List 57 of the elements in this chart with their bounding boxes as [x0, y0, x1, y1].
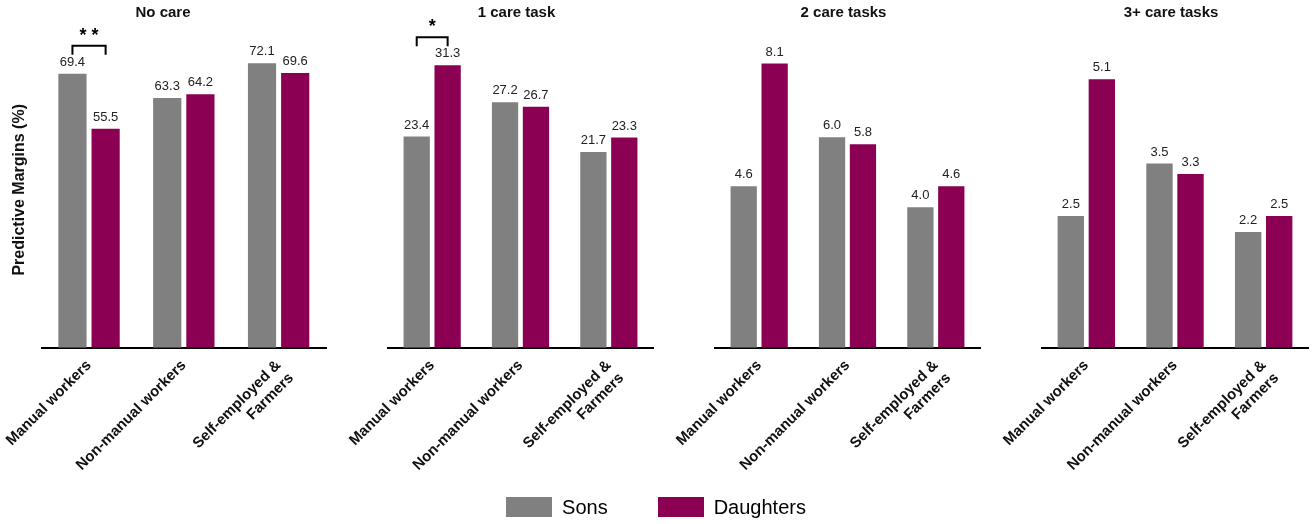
data-label: 5.1: [1092, 59, 1111, 75]
bar: [1088, 79, 1116, 348]
data-label: 72.1: [249, 43, 275, 59]
data-label: 3.3: [1181, 154, 1200, 170]
chart-title: 2 care tasks: [800, 3, 887, 21]
data-label: 26.7: [523, 86, 549, 102]
data-label: 23.3: [611, 117, 637, 133]
bar: [186, 94, 215, 348]
bar: [818, 137, 846, 348]
data-label: 5.8: [853, 124, 872, 140]
bar: [849, 144, 877, 348]
legend-label: Sons: [562, 495, 608, 519]
bar: [281, 73, 310, 348]
chart-title: No care: [135, 3, 191, 21]
data-label: 8.1: [765, 43, 784, 59]
data-label: 55.5: [92, 108, 119, 124]
bar: [1146, 163, 1173, 348]
bar: [58, 73, 87, 348]
bar: [730, 186, 757, 348]
text: *: [428, 16, 436, 37]
data-label: 21.7: [580, 132, 607, 148]
bar: [434, 65, 461, 348]
bar: [247, 63, 277, 348]
data-label: 69.6: [282, 53, 308, 69]
data-label: 31.3: [434, 45, 461, 61]
bar: [491, 102, 519, 348]
bar: [522, 106, 550, 348]
data-label: 3.5: [1150, 143, 1169, 159]
bar: [403, 136, 430, 348]
text: * *: [79, 24, 99, 45]
legend-label: Daughters: [713, 495, 806, 519]
data-label: 4.0: [911, 187, 930, 203]
bar: [907, 207, 934, 348]
bar: [1057, 216, 1085, 348]
chart-title: 1 care task: [477, 3, 556, 21]
bar: [938, 186, 965, 348]
data-label: 23.4: [404, 116, 430, 132]
data-label: 63.3: [154, 77, 180, 93]
y-axis-title: Predictive Margins (%): [10, 104, 28, 276]
data-label: 4.6: [734, 166, 753, 182]
bar: [761, 63, 788, 348]
bar: [1265, 216, 1293, 348]
data-label: 4.6: [942, 166, 961, 182]
data-label: 2.5: [1061, 196, 1080, 212]
data-label: 2.5: [1270, 196, 1289, 212]
bar: [153, 97, 182, 348]
data-label: 69.4: [59, 53, 86, 69]
bar: [1234, 231, 1262, 348]
data-label: 27.2: [492, 82, 518, 98]
bar: [1177, 174, 1204, 348]
data-label: 64.2: [187, 74, 214, 90]
chart-title: 3+ care tasks: [1123, 3, 1219, 21]
data-label: 6.0: [823, 117, 842, 133]
bar: [611, 137, 638, 348]
data-label: 2.2: [1239, 211, 1258, 227]
bar: [580, 151, 607, 348]
bar: [91, 128, 120, 348]
